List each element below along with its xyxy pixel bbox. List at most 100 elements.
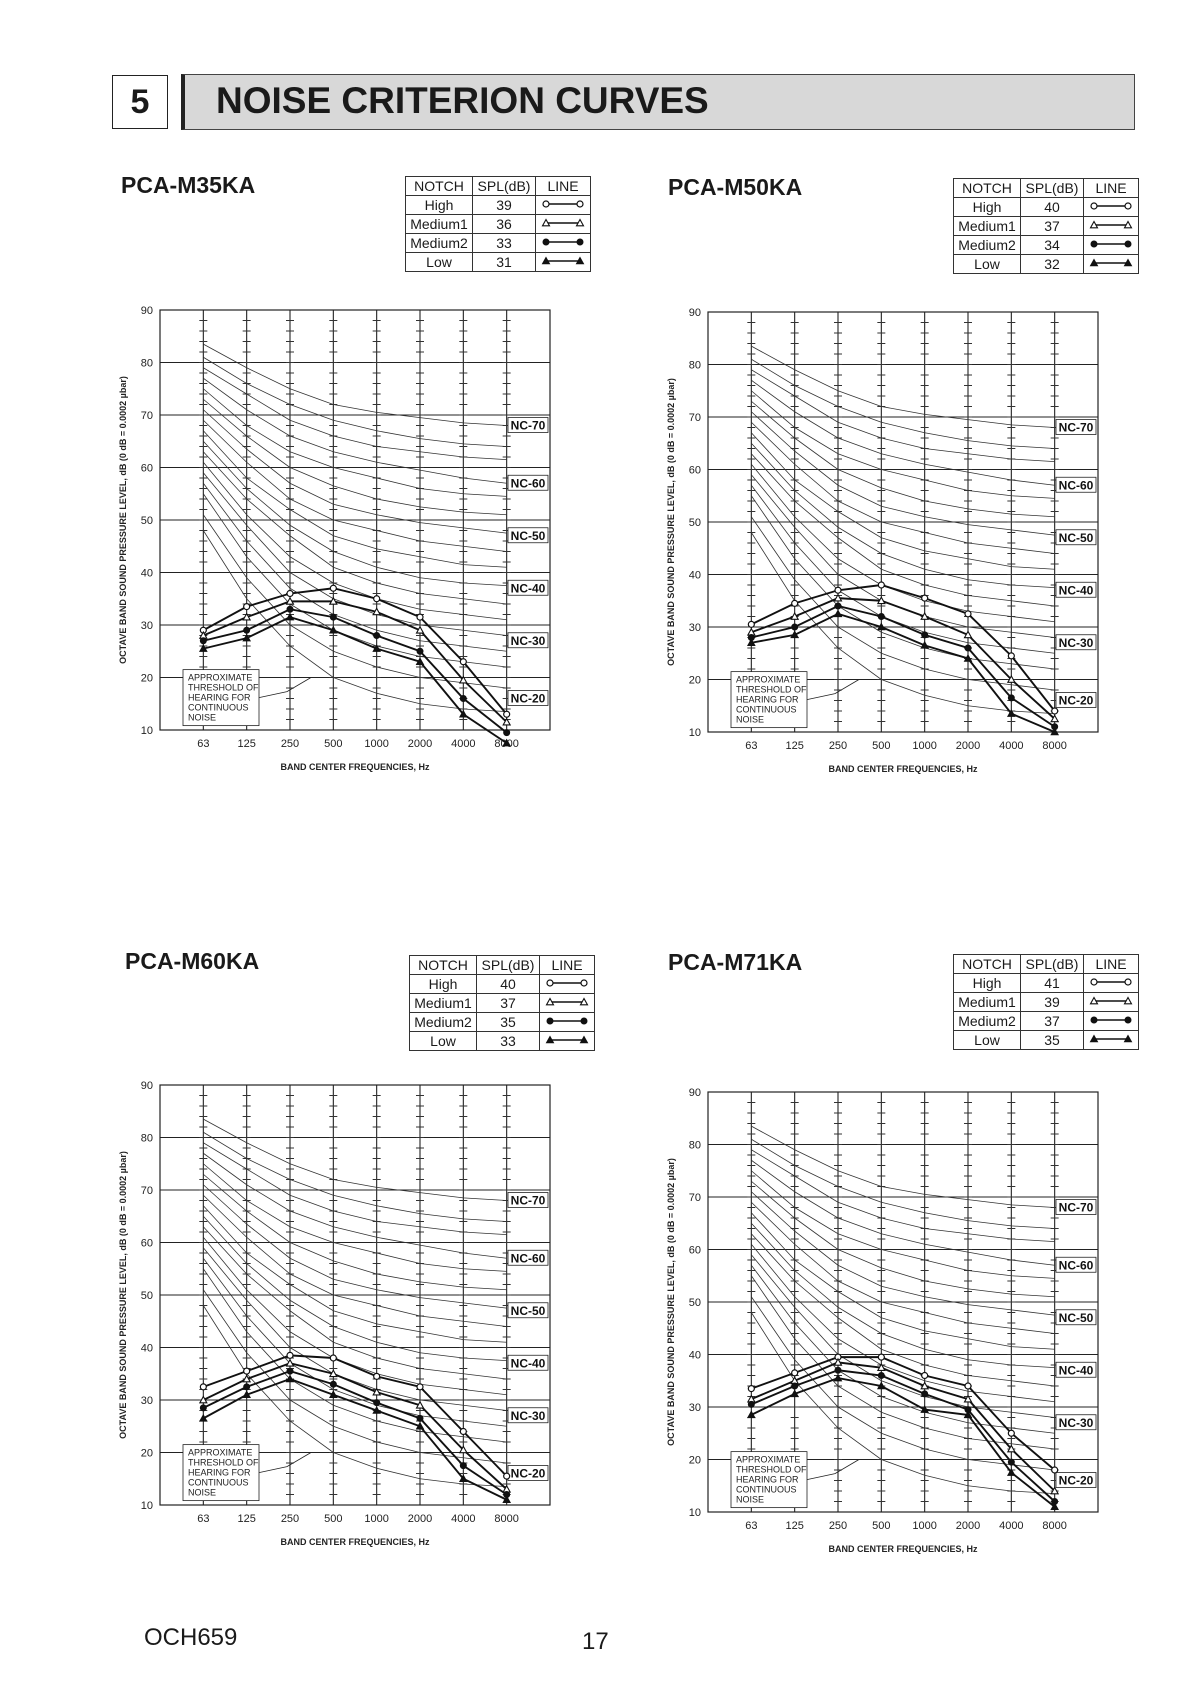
nc-label: NC-60: [1059, 1258, 1094, 1272]
data-point: [503, 1472, 511, 1480]
nc-label: NC-60: [511, 476, 546, 490]
legend-header-cell: LINE: [1083, 178, 1139, 198]
data-point: [920, 611, 930, 620]
legend-spl: 37: [1020, 1011, 1084, 1031]
data-point: [833, 1357, 843, 1366]
threshold-note-box: [182, 669, 260, 727]
x-tick-label: 63: [745, 1520, 757, 1532]
nc-label-box: [507, 632, 549, 649]
nc-curve: [202, 1305, 507, 1488]
data-point: [877, 581, 885, 589]
y-tick-label: 50: [141, 515, 153, 527]
y-axis-title: OCTAVE BAND SOUND PRESSURE LEVEL, dB (0 …: [118, 1151, 128, 1439]
nc-label: NC-70: [511, 1194, 546, 1208]
model-title-pca-m71ka: PCA-M71KA: [668, 949, 803, 975]
data-point: [458, 709, 468, 718]
data-point: [963, 653, 973, 662]
x-tick-label: 125: [237, 1513, 255, 1525]
x-tick-label: 500: [324, 738, 342, 750]
legend-line-sample: [535, 214, 591, 234]
nc-label-box: [1055, 634, 1097, 651]
x-tick-label: 4000: [451, 1513, 475, 1525]
data-point: [242, 612, 252, 621]
line-sample-marker: [1123, 1033, 1133, 1042]
series-medium2: [747, 602, 1059, 731]
threshold-pointer: [806, 679, 860, 701]
threshold-note-text: THRESHOLD OF: [736, 1465, 807, 1475]
line-sample-marker: [545, 1034, 555, 1043]
section-number: 5: [112, 75, 168, 129]
y-tick-label: 60: [689, 1245, 701, 1257]
y-tick-label: 10: [141, 725, 153, 737]
nc-curve: [751, 1243, 1055, 1403]
data-point: [373, 595, 381, 603]
nc-label: NC-20: [1059, 1474, 1094, 1488]
legend-header-row: NOTCH SPL(dB) LINE: [405, 176, 591, 196]
data-point: [373, 1399, 381, 1407]
line-sample-marker: [1123, 219, 1133, 228]
ruler-ticks: [790, 1091, 799, 1513]
nc-label-box: [1055, 1199, 1097, 1215]
x-tick-label: 500: [872, 740, 890, 752]
legend-header-cell: NOTCH: [953, 178, 1021, 198]
data-point: [458, 675, 468, 684]
model-title-pca-m35ka: PCA-M35KA: [121, 172, 256, 198]
nc-curve: [203, 1194, 507, 1327]
legend-notch: Medium2: [409, 1012, 477, 1032]
data-point: [877, 1353, 885, 1361]
data-point: [964, 644, 972, 652]
y-tick-label: 20: [141, 1448, 153, 1460]
nc-label: NC-40: [511, 1356, 546, 1370]
nc-curve: [751, 1254, 1055, 1418]
nc-label: NC-70: [1059, 421, 1094, 435]
data-point: [921, 594, 929, 602]
y-tick-label: 10: [689, 1507, 701, 1519]
threshold-pointer: [258, 677, 312, 699]
x-tick-label: 250: [829, 1520, 847, 1532]
line-sample-marker: [1124, 240, 1132, 247]
plot-frame: [159, 1084, 551, 1506]
nc-curve: [202, 530, 507, 713]
series-line: [751, 612, 1056, 733]
series-low: [746, 1373, 1060, 1511]
line-sample-marker: [1089, 1033, 1099, 1042]
nc-label: NC-50: [1059, 531, 1094, 545]
line-sample-marker: [576, 238, 584, 245]
data-point: [459, 658, 467, 666]
ruler-ticks: [199, 309, 208, 731]
noise-chart-pca-m71ka: 10 20 30 40 50 60 70 80 90 63 125 250 500 1000 2000 400…: [666, 1087, 1099, 1554]
nc-curve: [203, 1236, 507, 1396]
nc-curve: [203, 451, 507, 605]
data-point: [328, 596, 338, 605]
data-point: [243, 603, 251, 611]
nc-curve: [203, 1226, 507, 1380]
y-tick-label: 70: [689, 412, 701, 424]
series-low: [198, 1374, 512, 1504]
data-point: [876, 596, 886, 605]
y-axis-title: OCTAVE BAND SOUND PRESSURE LEVEL, dB (0 …: [666, 378, 676, 666]
nc-label-box: [507, 527, 549, 544]
data-point: [747, 620, 755, 628]
series-line: [202, 1370, 508, 1496]
line-sample-marker: [575, 217, 585, 226]
y-tick-label: 80: [141, 1133, 153, 1145]
line-sample-marker: [541, 217, 551, 226]
nc-label-box: [1055, 476, 1097, 493]
legend-spl: 40: [476, 974, 540, 994]
data-point: [746, 1410, 756, 1419]
document-code: OCH659: [144, 1624, 238, 1651]
nc-curve: [203, 1258, 507, 1427]
line-sample-marker: [580, 1017, 588, 1024]
ruler-ticks: [242, 1084, 251, 1506]
data-point: [921, 1371, 929, 1380]
legend-row: Medium1 37: [953, 216, 1139, 236]
y-tick-label: 80: [141, 358, 153, 370]
line-sample-marker: [546, 1017, 554, 1024]
legend-spl: 32: [1020, 254, 1084, 274]
data-point: [458, 1445, 468, 1454]
series-low: [746, 609, 1060, 736]
nc-curve: [203, 1118, 507, 1201]
legend-line-sample: [535, 252, 591, 272]
series-line: [203, 1354, 508, 1477]
data-point: [372, 1405, 382, 1414]
